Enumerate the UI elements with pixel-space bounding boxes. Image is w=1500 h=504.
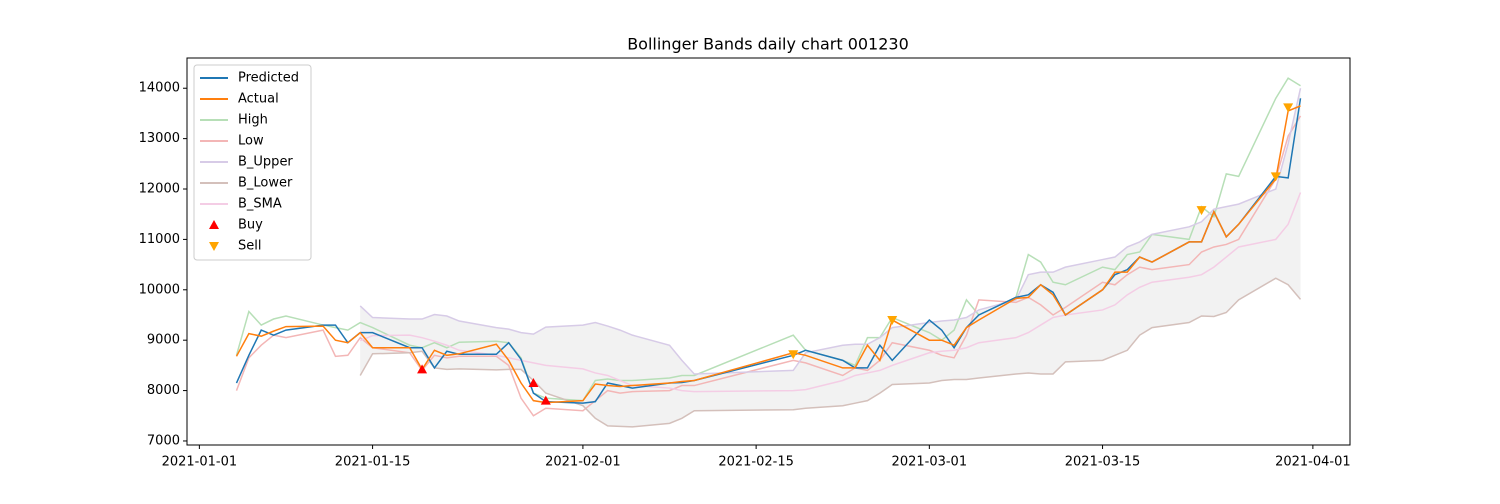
y-tick-label: 10000 bbox=[139, 282, 180, 297]
legend-label: High bbox=[238, 113, 268, 128]
y-tick-label: 7000 bbox=[147, 433, 180, 448]
trade-marker bbox=[1283, 103, 1294, 113]
band-fill bbox=[360, 88, 1301, 427]
trade-marker bbox=[528, 378, 539, 388]
trade-marker bbox=[417, 364, 428, 374]
plot-area bbox=[235, 77, 1302, 428]
x-tick-label: 2021-03-01 bbox=[892, 455, 968, 470]
series-line bbox=[235, 105, 1301, 404]
legend-label: B_SMA bbox=[238, 197, 282, 212]
chart-title: Bollinger Bands daily chart 001230 bbox=[627, 35, 909, 54]
series-line bbox=[359, 277, 1302, 428]
x-tick-label: 2021-01-01 bbox=[162, 455, 238, 470]
series-line bbox=[235, 98, 1302, 404]
legend-label: B_Lower bbox=[238, 176, 293, 191]
legend-box bbox=[193, 64, 312, 261]
legend-label: Actual bbox=[238, 92, 279, 107]
trade-marker bbox=[1196, 206, 1207, 216]
y-tick-label: 14000 bbox=[139, 81, 180, 96]
x-tick-label: 2021-04-01 bbox=[1275, 455, 1351, 470]
trade-marker bbox=[1270, 172, 1281, 182]
legend-label: Sell bbox=[238, 239, 261, 254]
y-tick-label: 9000 bbox=[147, 333, 180, 348]
legend-label: Buy bbox=[238, 218, 263, 233]
x-tick-label: 2021-02-01 bbox=[545, 455, 621, 470]
x-tick-label: 2021-01-15 bbox=[335, 455, 411, 470]
y-tick-label: 13000 bbox=[139, 131, 180, 146]
trade-marker bbox=[887, 316, 898, 326]
y-tick-label: 12000 bbox=[139, 182, 180, 197]
legend: Predicted Actual High Low B_Upper B_Lower B_SM… bbox=[193, 64, 312, 261]
x-tick-label: 2021-02-15 bbox=[718, 455, 794, 470]
legend-label: Predicted bbox=[238, 71, 299, 86]
legend-label: Low bbox=[238, 134, 264, 149]
series-line bbox=[235, 77, 1301, 402]
x-tick-label: 2021-03-15 bbox=[1065, 455, 1141, 470]
trade-marker bbox=[788, 350, 799, 360]
axes-frame bbox=[186, 57, 1351, 446]
legend-marker bbox=[209, 242, 219, 251]
trade-marker bbox=[540, 395, 551, 405]
series-line bbox=[359, 88, 1302, 375]
y-tick-label: 11000 bbox=[139, 232, 180, 247]
series-line bbox=[359, 192, 1302, 393]
legend-marker bbox=[209, 220, 219, 229]
legend-label: B_Upper bbox=[238, 155, 293, 170]
y-tick-label: 8000 bbox=[147, 383, 180, 398]
